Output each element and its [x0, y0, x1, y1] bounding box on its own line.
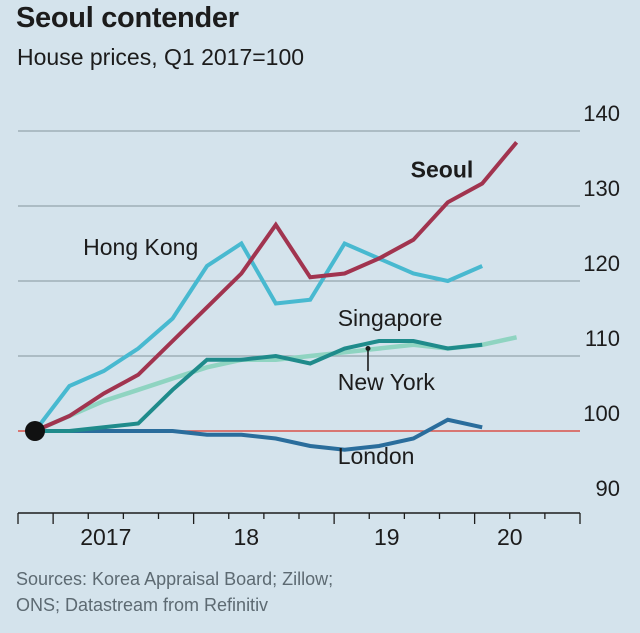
y-tick-label-130: 130	[583, 176, 620, 201]
chart-title: Seoul contender	[16, 2, 239, 34]
series-line-singapore	[34, 335, 518, 434]
line-chart: 90 100 110 120 130 140 2017 18 19 20 Hong Kong Se…	[17, 101, 620, 550]
label-london: London	[338, 443, 415, 469]
y-axis: 90 100 110 120 130 140	[583, 101, 620, 501]
sources-note: Sources: Korea Appraisal Board; Zillow; …	[16, 566, 436, 618]
series-lines	[25, 141, 519, 452]
label-singapore: Singapore	[338, 305, 443, 331]
x-tick-label-20: 20	[497, 524, 523, 550]
chart-subtitle: House prices, Q1 2017=100	[17, 44, 305, 70]
x-tick-label-18: 18	[234, 524, 260, 550]
y-tick-label-120: 120	[583, 251, 620, 276]
x-tick-label-19: 19	[374, 524, 400, 550]
series-line-new-york	[35, 339, 483, 433]
y-tick-label-110: 110	[585, 326, 620, 351]
new-york-pointer-dot	[365, 346, 371, 351]
start-point-dot	[25, 421, 45, 441]
y-tick-label-100: 100	[583, 401, 620, 426]
sources-line-2: ONS; Datastream from Refinitiv	[16, 595, 269, 615]
y-tick-label-90: 90	[596, 476, 620, 501]
series-line-hong-kong	[33, 240, 483, 433]
y-tick-label-140: 140	[583, 101, 620, 126]
gridlines	[18, 130, 580, 432]
x-axis: 2017 18 19 20	[17, 512, 581, 550]
label-seoul: Seoul	[411, 157, 474, 183]
label-hong-kong: Hong Kong	[83, 234, 198, 260]
x-tick-label-2017: 2017	[80, 524, 131, 550]
label-new-york: New York	[338, 369, 436, 395]
series-labels: Hong Kong Seoul Singapore New York London	[83, 157, 473, 470]
sources-line-1: Sources: Korea Appraisal Board; Zillow;	[16, 569, 334, 589]
series-line-seoul	[34, 141, 519, 433]
series-line-london	[35, 417, 483, 452]
